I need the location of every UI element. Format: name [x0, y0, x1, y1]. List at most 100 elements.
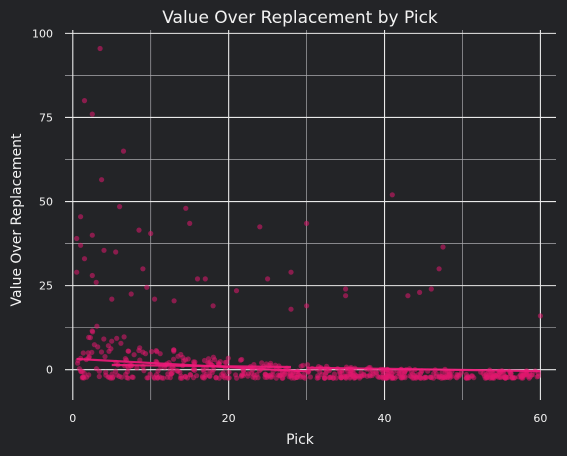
- data-point: [428, 286, 434, 292]
- data-point: [183, 205, 189, 211]
- data-point: [390, 375, 396, 381]
- data-point: [96, 373, 102, 380]
- data-point: [74, 235, 80, 242]
- data-point: [210, 303, 216, 309]
- x-tick-label: 40: [378, 412, 392, 425]
- data-point: [109, 296, 115, 302]
- data-point: [226, 375, 232, 381]
- data-point: [304, 303, 310, 309]
- data-point: [159, 375, 165, 381]
- data-point: [149, 349, 155, 355]
- data-point: [440, 244, 446, 250]
- data-point: [443, 373, 449, 380]
- data-point: [114, 335, 120, 341]
- trend-lines: [76, 357, 541, 373]
- data-point: [74, 269, 80, 275]
- grid: [65, 30, 556, 400]
- data-point: [357, 375, 363, 381]
- y-tick-label: 75: [39, 111, 53, 124]
- data-point: [177, 369, 183, 375]
- data-point: [134, 365, 140, 371]
- data-point: [190, 366, 196, 372]
- data-point: [125, 348, 131, 354]
- data-point: [225, 355, 231, 361]
- data-point: [192, 359, 198, 365]
- data-point: [118, 340, 124, 346]
- data-point: [109, 338, 115, 344]
- data-point: [213, 374, 219, 380]
- data-point: [337, 370, 343, 376]
- data-point: [187, 220, 193, 226]
- data-point: [289, 375, 295, 381]
- data-point: [98, 349, 105, 355]
- data-point: [509, 374, 515, 380]
- data-point: [490, 373, 496, 380]
- data-point: [157, 351, 163, 357]
- data-point: [89, 111, 95, 117]
- data-point: [175, 353, 181, 359]
- data-point: [141, 368, 147, 374]
- data-point: [120, 148, 127, 154]
- data-point: [211, 367, 217, 373]
- data-point: [380, 371, 386, 377]
- data-point: [168, 371, 174, 377]
- data-point: [86, 354, 92, 360]
- data-point: [153, 348, 159, 354]
- data-point: [201, 357, 208, 364]
- data-point: [240, 367, 247, 374]
- data-point: [418, 369, 424, 375]
- data-point: [428, 374, 434, 380]
- data-point: [306, 369, 312, 375]
- data-point: [121, 334, 127, 340]
- data-point: [202, 276, 208, 282]
- data-point: [95, 344, 101, 350]
- data-point: [220, 373, 226, 379]
- data-point: [182, 373, 188, 380]
- data-point: [537, 313, 544, 319]
- data-point: [78, 214, 84, 220]
- trend-line: [306, 366, 541, 373]
- data-point: [343, 293, 349, 299]
- x-tick-label: 0: [69, 412, 76, 425]
- data-point: [304, 362, 311, 368]
- x-tick-label: 20: [222, 412, 236, 425]
- data-point: [96, 368, 102, 374]
- data-point: [124, 369, 130, 375]
- data-point: [101, 336, 107, 342]
- trend-line: [111, 363, 292, 369]
- data-point: [298, 363, 304, 369]
- data-point: [471, 375, 477, 381]
- y-tick-label: 50: [39, 196, 53, 209]
- data-point: [330, 375, 336, 381]
- data-point: [102, 354, 108, 360]
- data-point: [439, 370, 445, 376]
- data-point: [447, 373, 453, 379]
- data-point: [113, 368, 119, 374]
- data-point: [322, 375, 328, 381]
- data-point: [171, 348, 177, 354]
- data-point: [140, 266, 146, 272]
- data-point: [482, 375, 488, 381]
- data-point: [144, 284, 150, 290]
- data-point: [339, 375, 345, 381]
- data-point: [257, 224, 263, 230]
- data-point: [436, 266, 442, 272]
- data-point: [201, 368, 207, 374]
- data-point: [199, 373, 206, 379]
- data-point: [353, 372, 359, 379]
- data-point: [194, 276, 201, 282]
- data-point: [99, 177, 105, 183]
- data-point: [89, 232, 95, 238]
- data-point: [297, 373, 303, 379]
- data-point: [288, 269, 294, 275]
- x-axis-label: Pick: [286, 432, 315, 448]
- data-point: [164, 374, 171, 380]
- data-point: [317, 369, 323, 375]
- data-point: [384, 375, 390, 381]
- data-point: [93, 279, 99, 285]
- data-point: [113, 249, 119, 255]
- data-point: [331, 371, 338, 377]
- data-point: [323, 370, 329, 376]
- data-point: [240, 371, 246, 377]
